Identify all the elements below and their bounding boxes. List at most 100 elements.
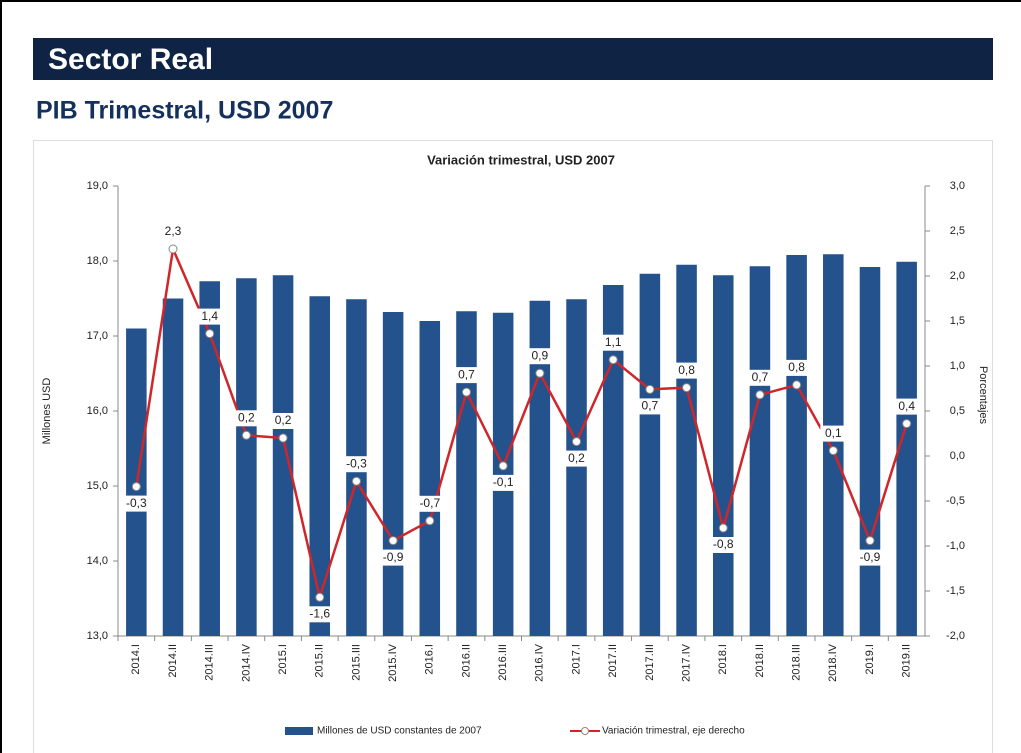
data-label: 0,1	[825, 426, 842, 440]
line-point	[792, 380, 802, 390]
y2-tick-label: -1,0	[946, 540, 965, 552]
bar	[199, 281, 220, 636]
bar	[749, 266, 771, 636]
line-point	[388, 536, 398, 546]
line-point	[828, 446, 838, 456]
data-label-box	[636, 398, 663, 415]
data-label-box	[526, 348, 553, 365]
data-label-box	[710, 537, 737, 553]
line-point	[205, 329, 215, 339]
data-label-box	[600, 334, 627, 351]
x-tick-label: 2015.I	[277, 644, 289, 675]
bar	[162, 298, 184, 636]
y2-tick-label: 0,5	[950, 405, 965, 417]
x-tick-label: 2017.III	[644, 644, 656, 681]
data-label-box	[343, 456, 370, 473]
data-label: 0,7	[642, 399, 659, 413]
bar	[236, 278, 257, 636]
y2-tick-label: 2,0	[950, 270, 965, 282]
bar	[676, 264, 697, 636]
data-label-box	[563, 450, 590, 467]
data-label-box	[490, 474, 517, 491]
y-tick-label: 13,0	[87, 630, 108, 642]
data-label: 0,8	[678, 363, 695, 377]
x-tick-label: 2019.II	[901, 644, 913, 678]
bar	[639, 273, 661, 636]
line-point	[682, 383, 692, 393]
data-label: 2,3	[165, 224, 182, 238]
line-point	[461, 387, 471, 397]
data-label-box	[196, 308, 223, 325]
line-point	[131, 482, 141, 492]
bar	[566, 299, 587, 636]
data-label-box	[783, 359, 810, 376]
data-label: 0,2	[275, 413, 292, 427]
data-label-box	[856, 549, 883, 566]
legend-label: Variación trimestral, eje derecho	[602, 726, 745, 737]
x-tick-label: 2014.I	[130, 644, 142, 675]
data-label-box	[233, 410, 260, 427]
bar	[896, 261, 917, 636]
data-label-box	[123, 495, 150, 512]
bar	[786, 255, 807, 636]
x-tick-label: 2015.III	[350, 644, 362, 681]
y2-tick-label: -1,5	[946, 585, 965, 597]
line-point	[535, 368, 545, 378]
bar	[712, 275, 734, 636]
y2-tick-label: 3,0	[950, 180, 965, 192]
bar	[419, 321, 441, 636]
line	[135, 244, 908, 603]
line-point	[425, 516, 435, 526]
x-tick-label: 2016.I	[424, 644, 436, 675]
bar	[859, 267, 881, 636]
subtitle: PIB Trimestral, USD 2007	[36, 97, 333, 125]
y2-axis-label: Porcentajes	[977, 366, 989, 425]
data-label: 1,1	[605, 335, 622, 349]
data-label: 0,4	[898, 399, 915, 413]
line-point	[755, 390, 765, 400]
x-tick-label: 2018.II	[754, 644, 766, 678]
header-title: Sector Real	[48, 43, 213, 76]
x-tick-label: 2016.IV	[534, 643, 546, 682]
data-label: 0,8	[788, 360, 805, 374]
legend-swatch	[581, 727, 589, 735]
line-point	[498, 461, 508, 471]
x-tick-label: 2017.II	[607, 644, 619, 678]
x-tick-label: 2017.IV	[680, 643, 692, 682]
data-label: -0,7	[419, 496, 440, 510]
data-label: -0,9	[383, 550, 404, 564]
y-tick-label: 14,0	[87, 555, 108, 567]
data-label-box	[820, 425, 847, 442]
y2-tick-label: -2,0	[946, 630, 965, 642]
header-bar	[33, 38, 993, 80]
data-label: 0,7	[458, 367, 475, 381]
line-point	[168, 244, 178, 254]
data-label: 1,4	[201, 309, 218, 323]
data-label: 0,2	[568, 451, 585, 465]
y2-tick-label: 1,5	[950, 315, 965, 327]
bar	[382, 312, 404, 636]
line-point	[608, 355, 618, 365]
data-label-box	[306, 606, 333, 623]
y-axis-label: Millones USD	[41, 378, 53, 445]
data-label: -0,9	[860, 550, 881, 564]
data-label-box	[453, 367, 480, 384]
line-point	[902, 419, 912, 429]
y2-tick-label: 2,5	[950, 225, 965, 237]
x-tick-label: 2015.II	[314, 644, 326, 678]
data-label: -1,6	[309, 606, 330, 620]
line-point	[718, 523, 728, 533]
bar	[272, 275, 294, 636]
x-tick-label: 2016.II	[460, 644, 472, 678]
y-tick-label: 18,0	[87, 255, 108, 267]
data-label: -0,8	[713, 537, 734, 551]
data-label-box	[673, 362, 700, 379]
chart-title: Variación trimestral, USD 2007	[427, 152, 615, 167]
legend-swatch	[285, 727, 313, 735]
bar	[823, 254, 844, 636]
bar	[492, 312, 514, 636]
data-label: -0,3	[126, 496, 147, 510]
data-label-box	[160, 224, 187, 240]
x-tick-label: 2018.I	[717, 644, 729, 675]
